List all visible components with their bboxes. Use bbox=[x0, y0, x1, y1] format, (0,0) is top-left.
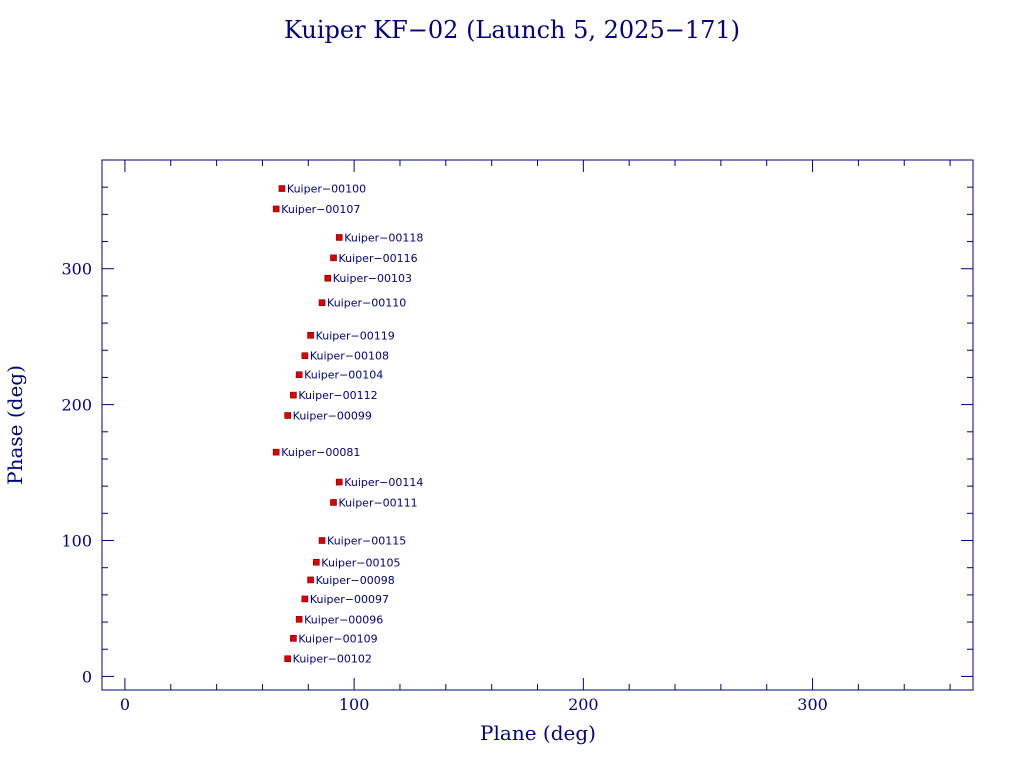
y-tick-label: 200 bbox=[61, 396, 92, 415]
data-point-label: Kuiper−00115 bbox=[327, 535, 406, 548]
data-point bbox=[330, 254, 337, 262]
data-point-label: Kuiper−00100 bbox=[287, 183, 366, 196]
data-point bbox=[307, 332, 314, 339]
data-point bbox=[295, 371, 303, 379]
data-point bbox=[335, 234, 343, 241]
data-point-label: Kuiper−00110 bbox=[327, 297, 406, 310]
data-point-label: Kuiper−00081 bbox=[281, 446, 360, 459]
data-point-label: Kuiper−00104 bbox=[304, 369, 383, 382]
y-axis-label: Phase (deg) bbox=[3, 365, 27, 485]
data-point bbox=[272, 205, 280, 213]
data-point-label: Kuiper−00098 bbox=[316, 574, 395, 587]
data-point bbox=[318, 537, 326, 544]
chart-title: Kuiper KF−02 (Launch 5, 2025−171) bbox=[284, 16, 740, 44]
data-point bbox=[284, 412, 291, 419]
data-point bbox=[295, 616, 303, 623]
x-tick-label: 0 bbox=[120, 695, 130, 714]
x-tick-label: 200 bbox=[568, 695, 599, 714]
data-point-label: Kuiper−00099 bbox=[293, 409, 372, 422]
data-point-label: Kuiper−00109 bbox=[298, 632, 377, 645]
data-point-label: Kuiper−00116 bbox=[339, 252, 418, 265]
data-point-label: Kuiper−00096 bbox=[304, 613, 383, 626]
data-point bbox=[313, 558, 320, 566]
data-point bbox=[290, 391, 297, 399]
y-tick-label: 100 bbox=[61, 532, 92, 551]
x-axis-label: Plane (deg) bbox=[480, 721, 596, 745]
data-point bbox=[278, 185, 286, 192]
data-point bbox=[301, 595, 309, 603]
x-tick-label: 300 bbox=[797, 695, 828, 714]
data-point-label: Kuiper−00102 bbox=[293, 653, 372, 666]
data-point-label: Kuiper−00112 bbox=[298, 389, 377, 402]
data-point bbox=[290, 635, 297, 642]
data-point bbox=[318, 299, 326, 306]
data-point bbox=[272, 448, 280, 456]
plot-area: 0 100 200 300 0 100 200 300 Kuiper−00100 Kuiper−0… bbox=[61, 159, 974, 714]
data-point-label: Kuiper−00103 bbox=[333, 272, 412, 285]
data-point bbox=[324, 274, 332, 282]
data-point bbox=[330, 499, 337, 506]
data-point-label: Kuiper−00119 bbox=[316, 329, 395, 342]
data-point bbox=[307, 576, 314, 584]
data-point-label: Kuiper−00118 bbox=[344, 231, 423, 244]
data-point-label: Kuiper−00097 bbox=[310, 593, 389, 606]
data-point bbox=[284, 655, 291, 663]
data-point bbox=[335, 478, 343, 486]
data-point-label: Kuiper−00114 bbox=[344, 476, 423, 489]
y-tick-label: 300 bbox=[61, 260, 92, 279]
plot-frame bbox=[101, 159, 974, 691]
data-point-label: Kuiper−00108 bbox=[310, 350, 389, 363]
data-point-label: Kuiper−00105 bbox=[321, 556, 400, 569]
data-point-label: Kuiper−00111 bbox=[339, 496, 418, 509]
x-tick-label: 100 bbox=[339, 695, 370, 714]
data-point-label: Kuiper−00107 bbox=[281, 203, 360, 216]
y-tick-label: 0 bbox=[82, 667, 92, 686]
data-point bbox=[301, 352, 309, 359]
